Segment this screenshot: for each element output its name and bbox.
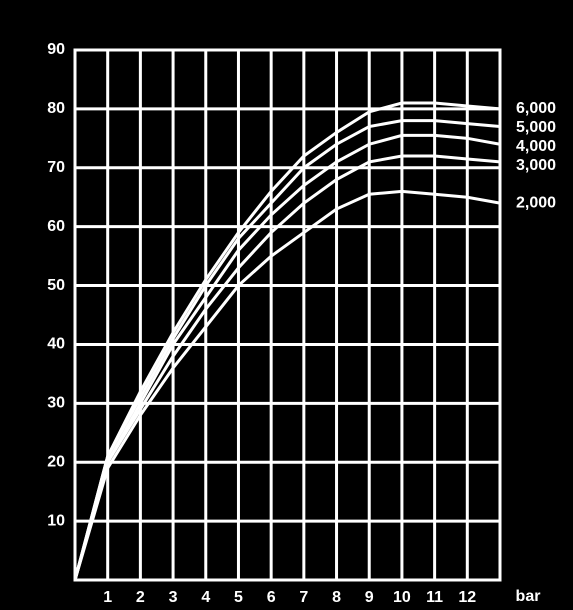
y-tick-label: 70 bbox=[47, 159, 65, 176]
series-label: 2,000 bbox=[516, 194, 556, 211]
y-tick-label: 90 bbox=[47, 41, 65, 58]
x-tick-label: 2 bbox=[136, 589, 145, 606]
y-tick-label: 30 bbox=[47, 395, 65, 412]
series-label: 5,000 bbox=[516, 119, 556, 136]
y-tick-label: 10 bbox=[47, 512, 65, 529]
curve bbox=[73, 154, 501, 581]
x-tick-label: 3 bbox=[169, 589, 178, 606]
x-axis-label: bar bbox=[516, 588, 541, 605]
x-tick-label: 9 bbox=[365, 589, 374, 606]
x-tick-label: 10 bbox=[393, 589, 411, 606]
x-tick-label: 4 bbox=[201, 589, 210, 606]
x-tick-label: 8 bbox=[332, 589, 341, 606]
x-tick-label: 6 bbox=[267, 589, 276, 606]
x-tick-label: 5 bbox=[234, 589, 243, 606]
y-tick-label: 60 bbox=[47, 218, 65, 235]
y-tick-label: 50 bbox=[47, 277, 65, 294]
x-tick-label: 12 bbox=[458, 589, 476, 606]
y-tick-label: 40 bbox=[47, 336, 65, 353]
series-label: 6,000 bbox=[516, 100, 556, 117]
y-tick-label: 20 bbox=[47, 453, 65, 470]
curve bbox=[73, 119, 501, 581]
x-tick-label: 1 bbox=[103, 589, 112, 606]
curve bbox=[73, 101, 501, 581]
series-label: 4,000 bbox=[516, 138, 556, 155]
x-tick-label: 7 bbox=[299, 589, 308, 606]
x-tick-label: 11 bbox=[426, 589, 443, 606]
plot-frame bbox=[73, 48, 502, 582]
series-label: 3,000 bbox=[516, 157, 556, 174]
curve bbox=[73, 133, 501, 581]
y-tick-label: 80 bbox=[47, 100, 65, 117]
curve bbox=[73, 189, 501, 581]
